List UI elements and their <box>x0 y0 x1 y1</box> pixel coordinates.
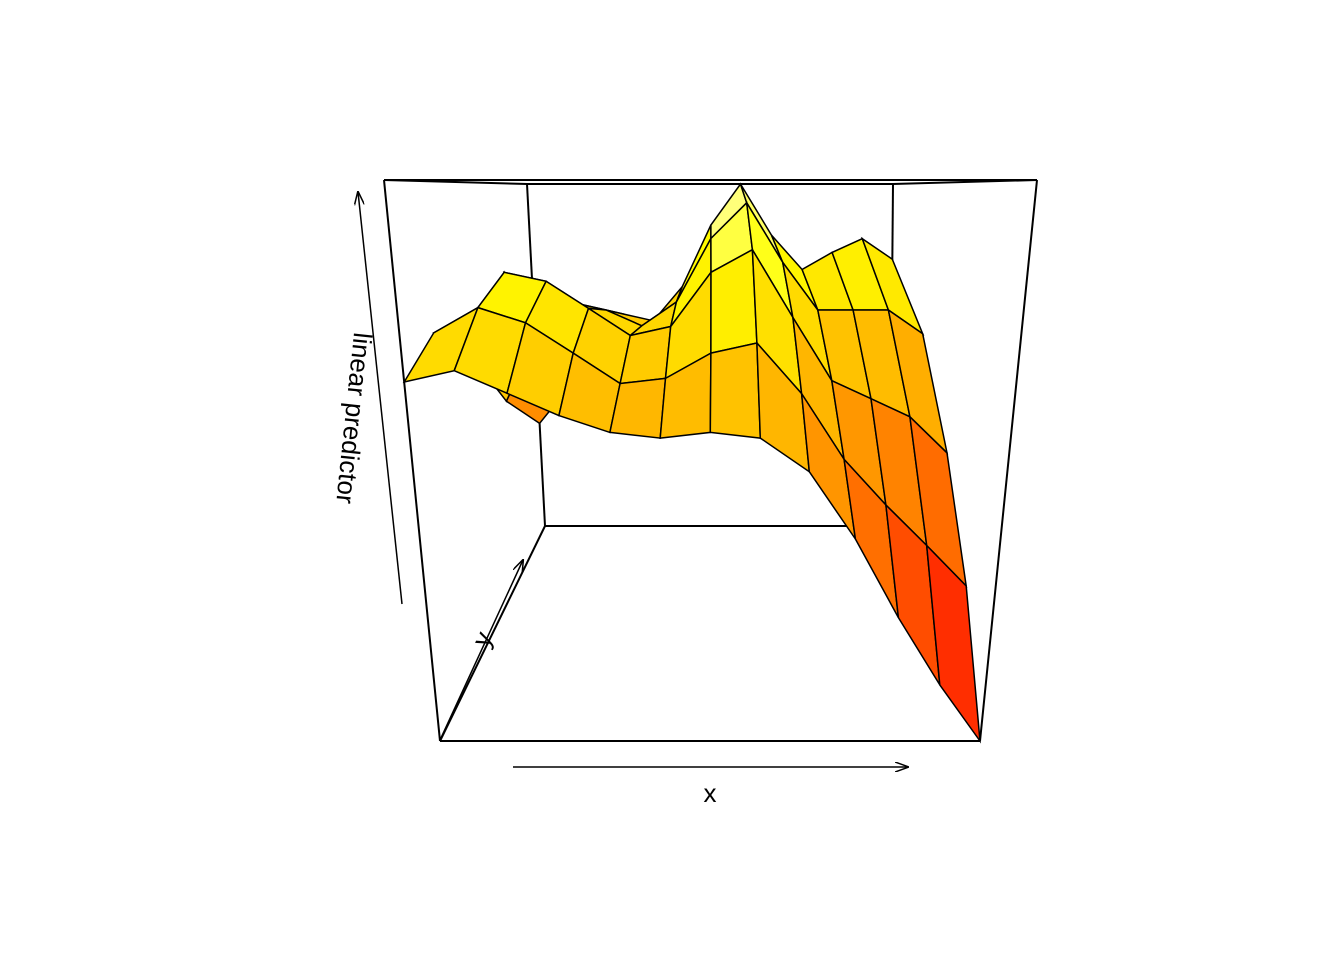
surface <box>402 182 981 744</box>
surface-facet <box>709 342 762 439</box>
z-axis-label: linear predictor <box>330 331 378 506</box>
surface-facet <box>925 543 981 744</box>
box-front <box>383 179 1038 742</box>
x-axis-label: x <box>704 778 717 808</box>
z-axis-arrow <box>358 192 403 605</box>
y-axis-arrow <box>440 560 523 739</box>
